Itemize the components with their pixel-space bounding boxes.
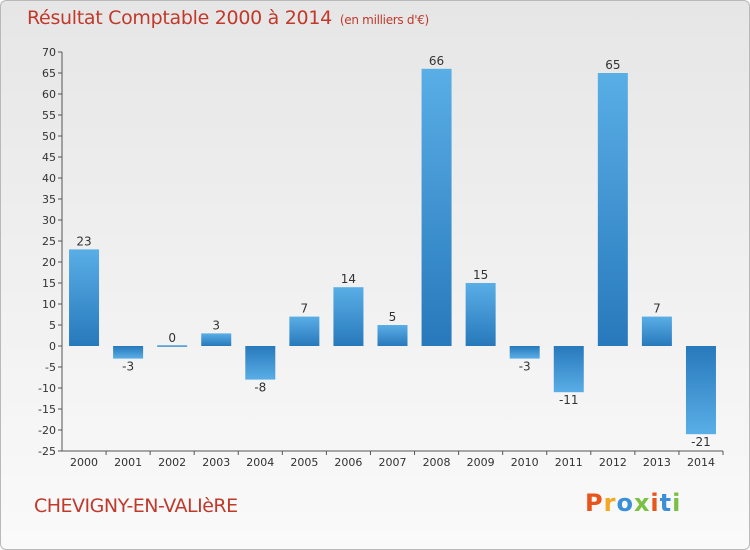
bar [377, 325, 408, 346]
x-tick-label: 2012 [599, 456, 627, 469]
y-tick-label: 25 [42, 235, 56, 248]
y-tick-label: 45 [42, 151, 56, 164]
y-tick-label: 0 [49, 340, 56, 353]
bar [245, 346, 276, 380]
y-tick-label: -20 [38, 424, 56, 437]
bar [641, 316, 672, 346]
y-tick-label: 35 [42, 193, 56, 206]
y-tick-label: 10 [42, 298, 56, 311]
x-tick-label: 2006 [334, 456, 362, 469]
data-label: 0 [168, 331, 176, 345]
bar [201, 333, 232, 346]
bar [421, 68, 452, 347]
bar [289, 316, 320, 346]
y-tick-label: 15 [42, 277, 56, 290]
bar [157, 345, 188, 347]
data-label: 66 [429, 54, 444, 68]
x-tick-label: 2009 [467, 456, 495, 469]
y-tick-label: -10 [38, 382, 56, 395]
data-label: 7 [301, 302, 309, 316]
x-tick-label: 2013 [643, 456, 671, 469]
data-label: 5 [389, 310, 397, 324]
y-tick-label: 55 [42, 109, 56, 122]
bar [333, 287, 364, 346]
bar [69, 249, 100, 346]
y-tick-label: -15 [38, 403, 56, 416]
x-tick-label: 2000 [70, 456, 98, 469]
logo-letter: i [650, 489, 660, 517]
y-tick-label: 30 [42, 214, 56, 227]
bar [509, 346, 540, 359]
logo-letter: i [672, 489, 682, 517]
bar [685, 346, 716, 435]
data-label: -3 [122, 360, 134, 374]
bar [553, 346, 584, 393]
proxiti-logo: Proxiti [585, 489, 681, 517]
data-label: 15 [473, 268, 488, 282]
y-tick-label: 60 [42, 88, 56, 101]
y-tick-label: 70 [42, 46, 56, 59]
bar [597, 73, 628, 346]
logo-letter: P [585, 489, 604, 517]
chart-subtitle: (en milliers d'€) [339, 13, 429, 27]
bar [465, 283, 496, 346]
logo-letter: r [603, 489, 617, 517]
x-tick-label: 2010 [511, 456, 539, 469]
x-tick-label: 2003 [202, 456, 230, 469]
data-label: -8 [254, 381, 266, 395]
y-tick-label: -5 [45, 361, 56, 374]
y-tick-label: 50 [42, 130, 56, 143]
x-tick-label: 2011 [555, 456, 583, 469]
x-tick-label: 2001 [114, 456, 142, 469]
logo-letter: x [633, 489, 651, 517]
x-tick-label: 2007 [379, 456, 407, 469]
x-tick-label: 2005 [290, 456, 318, 469]
x-tick-label: 2004 [246, 456, 274, 469]
x-tick-label: 2014 [687, 456, 715, 469]
y-tick-label: 20 [42, 256, 56, 269]
bar [113, 346, 144, 359]
data-label: -21 [691, 435, 711, 449]
commune-name: CHEVIGNY-EN-VALIèRE [34, 495, 238, 517]
y-tick-label: 5 [49, 319, 56, 332]
y-tick-label: 65 [42, 67, 56, 80]
data-label: -11 [559, 393, 579, 407]
data-label: 65 [605, 58, 620, 72]
x-tick-label: 2002 [158, 456, 186, 469]
logo-letter: o [616, 489, 634, 517]
y-tick-label: 40 [42, 172, 56, 185]
x-tick-label: 2008 [423, 456, 451, 469]
chart-title: Résultat Comptable 2000 à 2014 [27, 7, 332, 29]
chart-title-block: Résultat Comptable 2000 à 2014 (en millie… [27, 7, 429, 29]
data-label: 14 [341, 272, 356, 286]
data-label: 7 [653, 302, 661, 316]
logo-letter: t [659, 489, 673, 517]
data-label: 3 [212, 318, 220, 332]
data-label: 23 [76, 234, 91, 248]
y-tick-label: -25 [38, 445, 56, 458]
data-label: -3 [519, 360, 531, 374]
